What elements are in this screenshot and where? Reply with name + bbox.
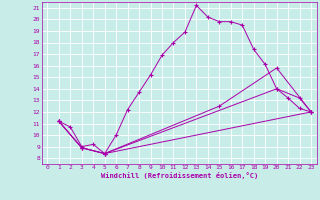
X-axis label: Windchill (Refroidissement éolien,°C): Windchill (Refroidissement éolien,°C) [100, 172, 258, 179]
